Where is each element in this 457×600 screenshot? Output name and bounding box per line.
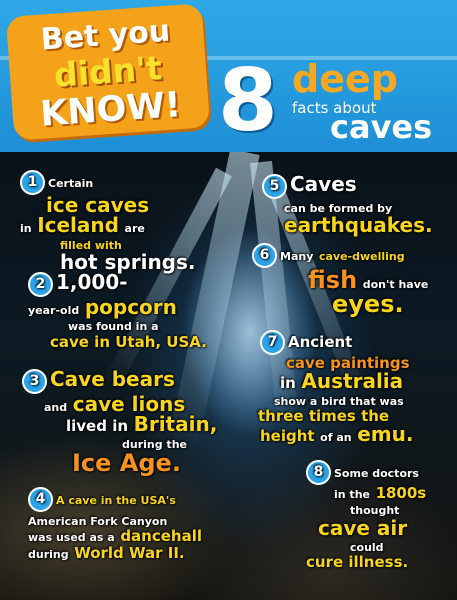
title-deep: deep xyxy=(292,57,398,101)
fact-7-text: Ancient xyxy=(288,333,353,351)
fact-7-text: show a bird that was xyxy=(274,394,404,408)
fact-8-text: could xyxy=(350,541,384,555)
fact-4-text: A cave in the USA's xyxy=(56,494,176,507)
fact-1-text: Certain xyxy=(48,177,94,190)
fact-number-4: 4 xyxy=(28,487,53,512)
fact-1-text: in xyxy=(20,222,32,236)
fact-3-text: cave lions xyxy=(72,392,186,416)
fact-1-text: ice caves xyxy=(46,193,150,217)
fact-8-text: Some doctors xyxy=(334,467,419,480)
fact-5: 5 Caves can be formed by earthquakes. xyxy=(262,174,452,236)
fact-3-text: and xyxy=(44,401,68,414)
fact-7-text: three times the xyxy=(258,407,390,426)
fact-1-text: hot springs. xyxy=(60,250,196,275)
fact-number-6: 6 xyxy=(252,243,277,268)
fact-1-text: filled with xyxy=(60,238,122,252)
fact-6-text: eyes. xyxy=(332,290,404,319)
fact-6-text: fish xyxy=(308,266,358,294)
title-facts-about: facts about xyxy=(292,99,377,117)
fact-4-text: during xyxy=(28,547,69,561)
title-number: 8 xyxy=(218,51,278,151)
fact-number-3: 3 xyxy=(22,369,47,394)
fact-1: 1 Certain ice caves in Iceland are filled… xyxy=(20,170,230,272)
fact-4-text: American Fork Canyon xyxy=(28,515,168,528)
fact-3-text: during the xyxy=(122,437,187,451)
fact-4-text: was used as a xyxy=(28,531,115,545)
fact-8-text: in the xyxy=(334,488,370,501)
fact-5-text: can be formed by xyxy=(284,202,393,215)
fact-1-text: are xyxy=(124,222,145,236)
fact-7-text: Australia xyxy=(301,369,404,394)
title-caves: caves xyxy=(330,108,433,146)
fact-2-text: was found in a xyxy=(68,320,159,334)
bet-you-didnt-know-badge: Bet you didn't KNOW! xyxy=(5,3,211,141)
fact-number-1: 1 xyxy=(20,170,45,195)
fact-4-text: World War II. xyxy=(74,543,185,562)
fact-7-text: cave paintings xyxy=(286,354,410,372)
fact-3-text: Britain, xyxy=(133,412,218,437)
fact-1-text: Iceland xyxy=(37,213,119,238)
fact-number-8: 8 xyxy=(306,460,331,485)
fact-2-text: cave in Utah, USA. xyxy=(50,332,207,351)
fact-6-text: don't have xyxy=(362,278,429,291)
fact-8: 8 Some doctors in the 1800s thought cave … xyxy=(306,460,456,571)
fact-7-text: emu. xyxy=(357,422,414,447)
fact-2-text: 1,000- xyxy=(56,270,128,294)
fact-6: 6 Many cave-dwelling fish don't have eyes… xyxy=(252,243,452,317)
fact-2-text: popcorn xyxy=(84,295,177,319)
fact-7: 7 Ancient cave paintings in Australia sho… xyxy=(258,330,455,447)
fact-2-text: year-old xyxy=(28,304,80,317)
fact-8-text: cure illness. xyxy=(306,553,409,572)
fact-6-text: cave-dwelling xyxy=(318,250,405,263)
fact-8-text: 1800s xyxy=(375,484,427,502)
fact-7-text: of an xyxy=(320,431,352,445)
fact-2: 2 1,000- year-old popcorn was found in a … xyxy=(28,272,228,350)
cave-photo: 1 Certain ice caves in Iceland are filled… xyxy=(0,152,457,600)
fact-5-text: Caves xyxy=(290,172,357,196)
fact-3-text: Cave bears xyxy=(50,367,175,391)
header-banner: Bet you didn't KNOW! 8 deep facts about … xyxy=(0,0,457,152)
fact-8-text: thought xyxy=(350,504,400,518)
fact-3-text: Ice Age. xyxy=(72,449,181,478)
fact-8-text: cave air xyxy=(318,515,408,540)
fact-number-7: 7 xyxy=(260,330,285,355)
fact-7-text: in xyxy=(280,374,296,393)
fact-3: 3 Cave bears and cave lions lived in Brit… xyxy=(22,369,222,476)
fact-4-text: dancehall xyxy=(120,527,202,546)
fact-7-text: height xyxy=(260,427,315,446)
fact-5-text: earthquakes. xyxy=(284,213,433,238)
header-stripe xyxy=(0,56,457,60)
fact-6-text: Many xyxy=(280,250,314,263)
fact-3-text: lived in xyxy=(66,417,129,436)
fact-number-5: 5 xyxy=(262,174,287,199)
fact-number-2: 2 xyxy=(28,272,53,297)
